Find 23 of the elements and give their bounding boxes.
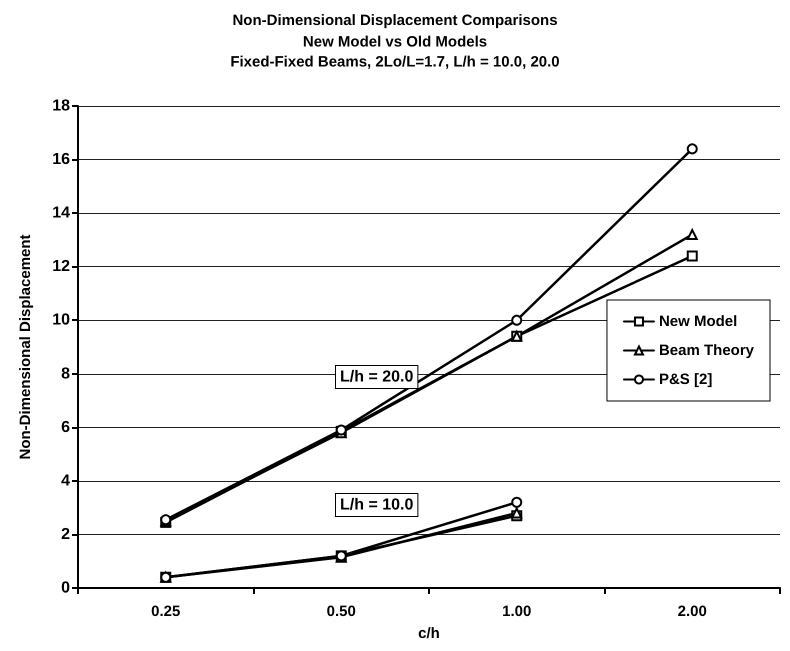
y-tick-label: 4	[61, 472, 70, 490]
annotation: L/h = 10.0	[340, 496, 414, 514]
x-tick-label: 0.50	[326, 603, 356, 620]
chart-title: Non-Dimensional Displacement Comparisons	[232, 12, 558, 29]
y-tick-label: 0	[61, 580, 70, 596]
annotation: L/h = 20.0	[340, 368, 414, 386]
y-tick-label: 16	[52, 151, 70, 168]
y-tick-label: 14	[52, 204, 70, 222]
y-tick-label: 8	[61, 365, 70, 382]
chart-subtitle: New Model vs Old Models Fixed-Fixed Beams, 2Lo/L=1.7, L/h = 10.0, 20.0	[230, 34, 560, 70]
y-tick-label: 2	[61, 526, 70, 543]
legend-label: Beam Theory	[658, 342, 755, 359]
x-tick-label: 1.00	[502, 603, 532, 620]
y-tick-label: 12	[52, 258, 70, 276]
y-axis-title: Non-Dimensional Displacement	[17, 234, 34, 460]
x-tick-label: 2.00	[678, 603, 707, 620]
legend-label: P&S [2]	[658, 371, 712, 388]
x-tick-label: 0.25	[151, 603, 180, 620]
y-tick-label: 6	[61, 418, 70, 436]
legend-label: New Model	[658, 313, 738, 330]
x-axis-title: c/h	[418, 625, 440, 642]
y-tick-label: 18	[52, 98, 70, 114]
y-tick-label: 10	[52, 312, 70, 329]
